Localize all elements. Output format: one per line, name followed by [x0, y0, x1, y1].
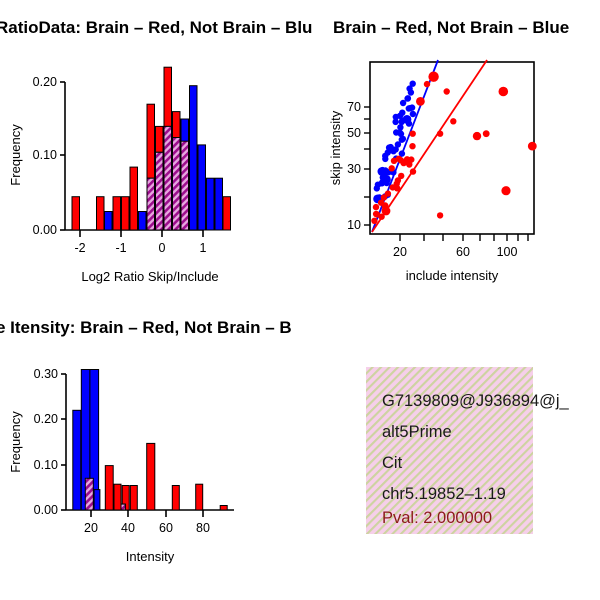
svg-text:80: 80 — [196, 521, 210, 535]
svg-text:Cit: Cit — [382, 454, 403, 472]
svg-text:60: 60 — [159, 521, 173, 535]
svg-text:20: 20 — [84, 521, 98, 535]
svg-text:40: 40 — [121, 521, 135, 535]
svg-text:30: 30 — [347, 162, 361, 176]
svg-text:100: 100 — [497, 245, 518, 259]
svg-text:RatioData: Brain – Red, Not Br: RatioData: Brain – Red, Not Brain – Blu — [0, 18, 312, 37]
svg-text:e Itensity: Brain – Red, Not B: e Itensity: Brain – Red, Not Brain – B — [0, 318, 292, 337]
svg-text:0.10: 0.10 — [34, 458, 58, 472]
svg-text:70: 70 — [347, 100, 361, 114]
svg-text:Log2 Ratio Skip/Include: Log2 Ratio Skip/Include — [81, 269, 218, 284]
svg-text:Frequency: Frequency — [8, 411, 23, 473]
svg-text:G7139809@J936894@j_: G7139809@J936894@j_ — [382, 392, 570, 410]
svg-text:skip intensity: skip intensity — [328, 110, 343, 185]
svg-text:0: 0 — [159, 241, 166, 255]
svg-text:alt5Prime: alt5Prime — [382, 423, 452, 441]
svg-text:0.20: 0.20 — [34, 412, 58, 426]
svg-text:60: 60 — [456, 245, 470, 259]
svg-text:-1: -1 — [115, 241, 126, 255]
svg-text:Pval: 2.000000: Pval: 2.000000 — [382, 509, 492, 527]
svg-text:20: 20 — [393, 245, 407, 259]
svg-text:0.00: 0.00 — [34, 503, 58, 517]
svg-text:Brain – Red, Not Brain – Blue: Brain – Red, Not Brain – Blue — [333, 18, 569, 37]
svg-text:50: 50 — [347, 126, 361, 140]
svg-text:Intensity: Intensity — [126, 549, 175, 564]
svg-text:0.00: 0.00 — [33, 223, 57, 237]
svg-text:chr5.19852–1.19: chr5.19852–1.19 — [382, 485, 506, 503]
svg-text:-2: -2 — [74, 241, 85, 255]
svg-text:10: 10 — [347, 218, 361, 232]
svg-text:1: 1 — [200, 241, 207, 255]
svg-text:0.10: 0.10 — [33, 148, 57, 162]
svg-text:0.30: 0.30 — [34, 367, 58, 381]
svg-text:Frequency: Frequency — [8, 124, 23, 186]
svg-text:include intensity: include intensity — [406, 268, 499, 283]
svg-text:0.20: 0.20 — [33, 75, 57, 89]
